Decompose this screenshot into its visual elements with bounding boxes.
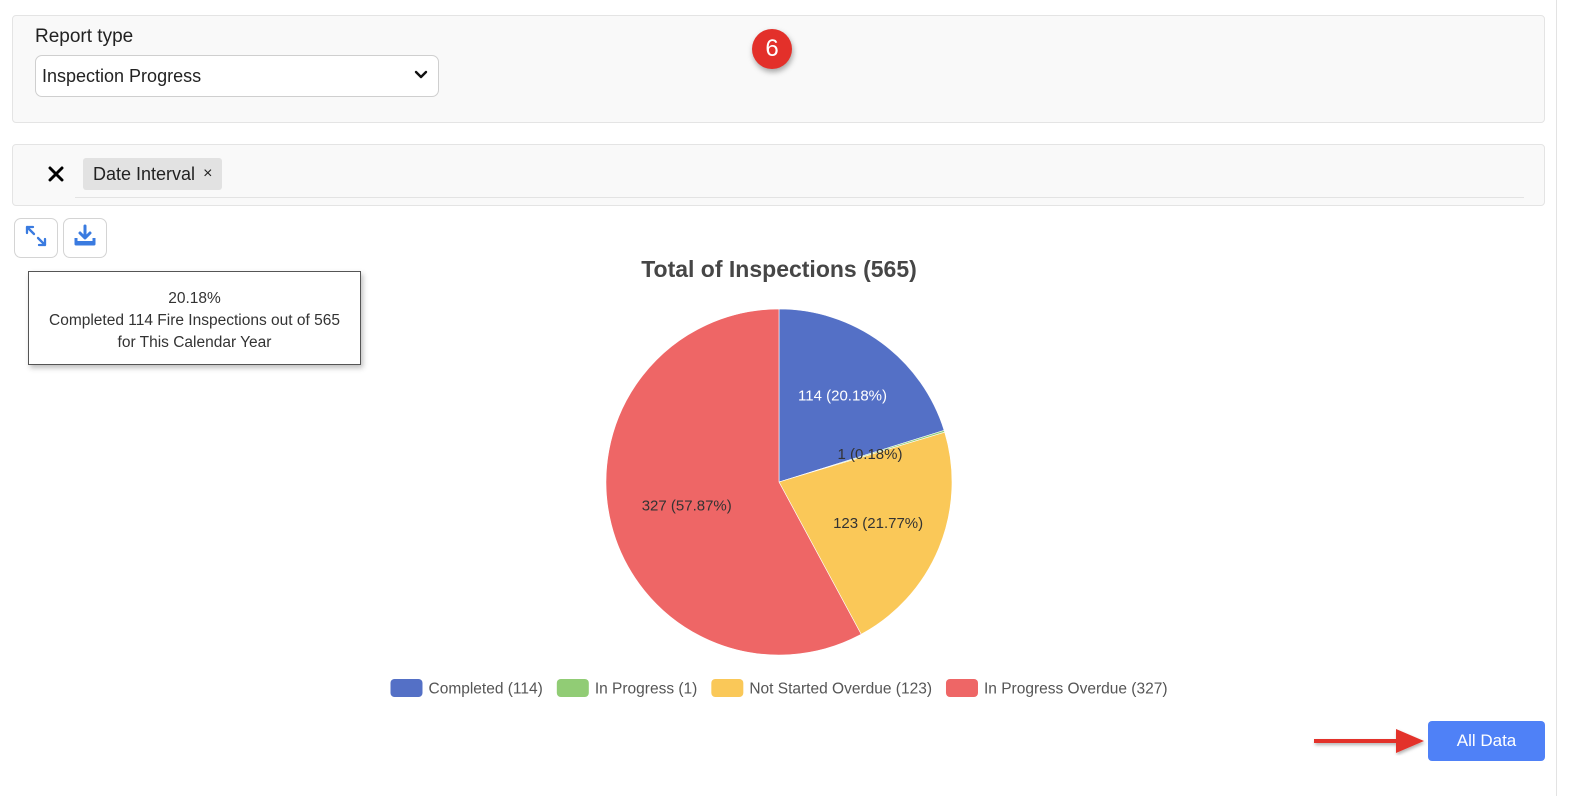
- tooltip-period: for This Calendar Year: [117, 334, 272, 351]
- legend-swatch: [390, 679, 423, 697]
- step-number-badge: 6: [752, 29, 792, 69]
- legend-swatch: [945, 679, 978, 697]
- legend-swatch: [556, 679, 589, 697]
- slice-tooltip: 20.18% Completed 114 Fire Inspections ou…: [28, 271, 361, 365]
- filter-chip-date-interval: Date Interval ×: [83, 158, 223, 190]
- pie-data-label: 1 (0.18%): [837, 446, 902, 463]
- pie-slice-not-started-overdue[interactable]: [778, 431, 953, 635]
- pie-data-label: 327 (57.87%): [642, 497, 732, 514]
- arrow-annotation: [1312, 726, 1428, 761]
- legend-item-not-started-overdue[interactable]: Not Started Overdue (123): [711, 679, 932, 698]
- legend-label: Completed (114): [429, 681, 543, 698]
- pie-slice-in-progress-overdue[interactable]: [605, 308, 862, 656]
- download-chart-button[interactable]: [63, 218, 107, 258]
- legend-label: Not Started Overdue (123): [749, 681, 932, 698]
- tooltip-percent: 20.18%: [168, 290, 221, 307]
- filter-chip-label: Date Interval: [93, 163, 196, 184]
- legend-item-completed[interactable]: Completed (114): [390, 679, 543, 698]
- legend-swatch: [711, 679, 744, 697]
- chevron-down-icon: [414, 67, 428, 85]
- report-type-selected-value: Inspection Progress: [42, 65, 202, 86]
- legend-label: In Progress (1): [595, 681, 698, 698]
- page-edge-divider: [1556, 0, 1557, 796]
- filter-input-line[interactable]: [75, 197, 1524, 198]
- pie-data-label: 123 (21.77%): [833, 515, 923, 532]
- filter-chip-remove-button[interactable]: ×: [203, 165, 213, 182]
- chart-title: Total of Inspections (565): [641, 256, 917, 282]
- legend-label: In Progress Overdue (327): [984, 681, 1168, 698]
- legend-item-in-progress[interactable]: In Progress (1): [556, 679, 698, 698]
- close-icon: [48, 166, 64, 187]
- legend-item-in-progress-overdue[interactable]: In Progress Overdue (327): [945, 679, 1168, 698]
- report-type-label: Report type: [35, 26, 134, 47]
- expand-arrows-icon: [24, 224, 48, 253]
- clear-filters-button[interactable]: [43, 163, 69, 189]
- download-icon: [73, 224, 97, 253]
- pie-slice-completed[interactable]: [778, 308, 945, 483]
- report-type-select[interactable]: Inspection Progress: [35, 55, 439, 97]
- filter-bar: Date Interval ×: [12, 144, 1545, 206]
- all-data-button[interactable]: All Data: [1428, 721, 1545, 761]
- pie-data-label: 114 (20.18%): [798, 388, 887, 405]
- tooltip-description: Completed 114 Fire Inspections out of 56…: [49, 312, 340, 329]
- expand-chart-button[interactable]: [14, 218, 58, 258]
